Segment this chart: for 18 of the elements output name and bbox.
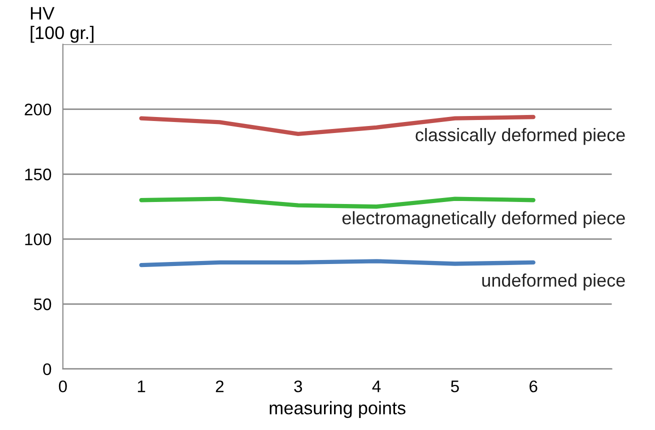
x-tick-label: 6 — [530, 380, 538, 392]
x-tick-label: 1 — [138, 380, 146, 392]
y-tick-label: 200 — [24, 104, 52, 116]
y-tick-label: 0 — [43, 363, 52, 376]
series-label: classically deformed piece — [416, 128, 625, 145]
y-tick-label: 150 — [25, 168, 52, 180]
line-series — [139, 196, 536, 209]
y-axis-title: HV [100 gr.] — [30, 7, 94, 43]
x-tick-label: 2 — [216, 380, 224, 392]
series-label: undeformed piece — [482, 273, 625, 290]
x-axis-title: measuring points — [270, 401, 406, 418]
x-tick-label: 3 — [294, 380, 302, 392]
y-tick-label: 50 — [34, 298, 52, 310]
series-label: electromagnetically deformed piece — [342, 211, 625, 228]
x-tick-label: 5 — [450, 380, 459, 392]
x-tick-label: 0 — [58, 380, 67, 392]
y-tick-label: 100 — [25, 233, 52, 246]
x-tick-label: 4 — [372, 380, 381, 392]
